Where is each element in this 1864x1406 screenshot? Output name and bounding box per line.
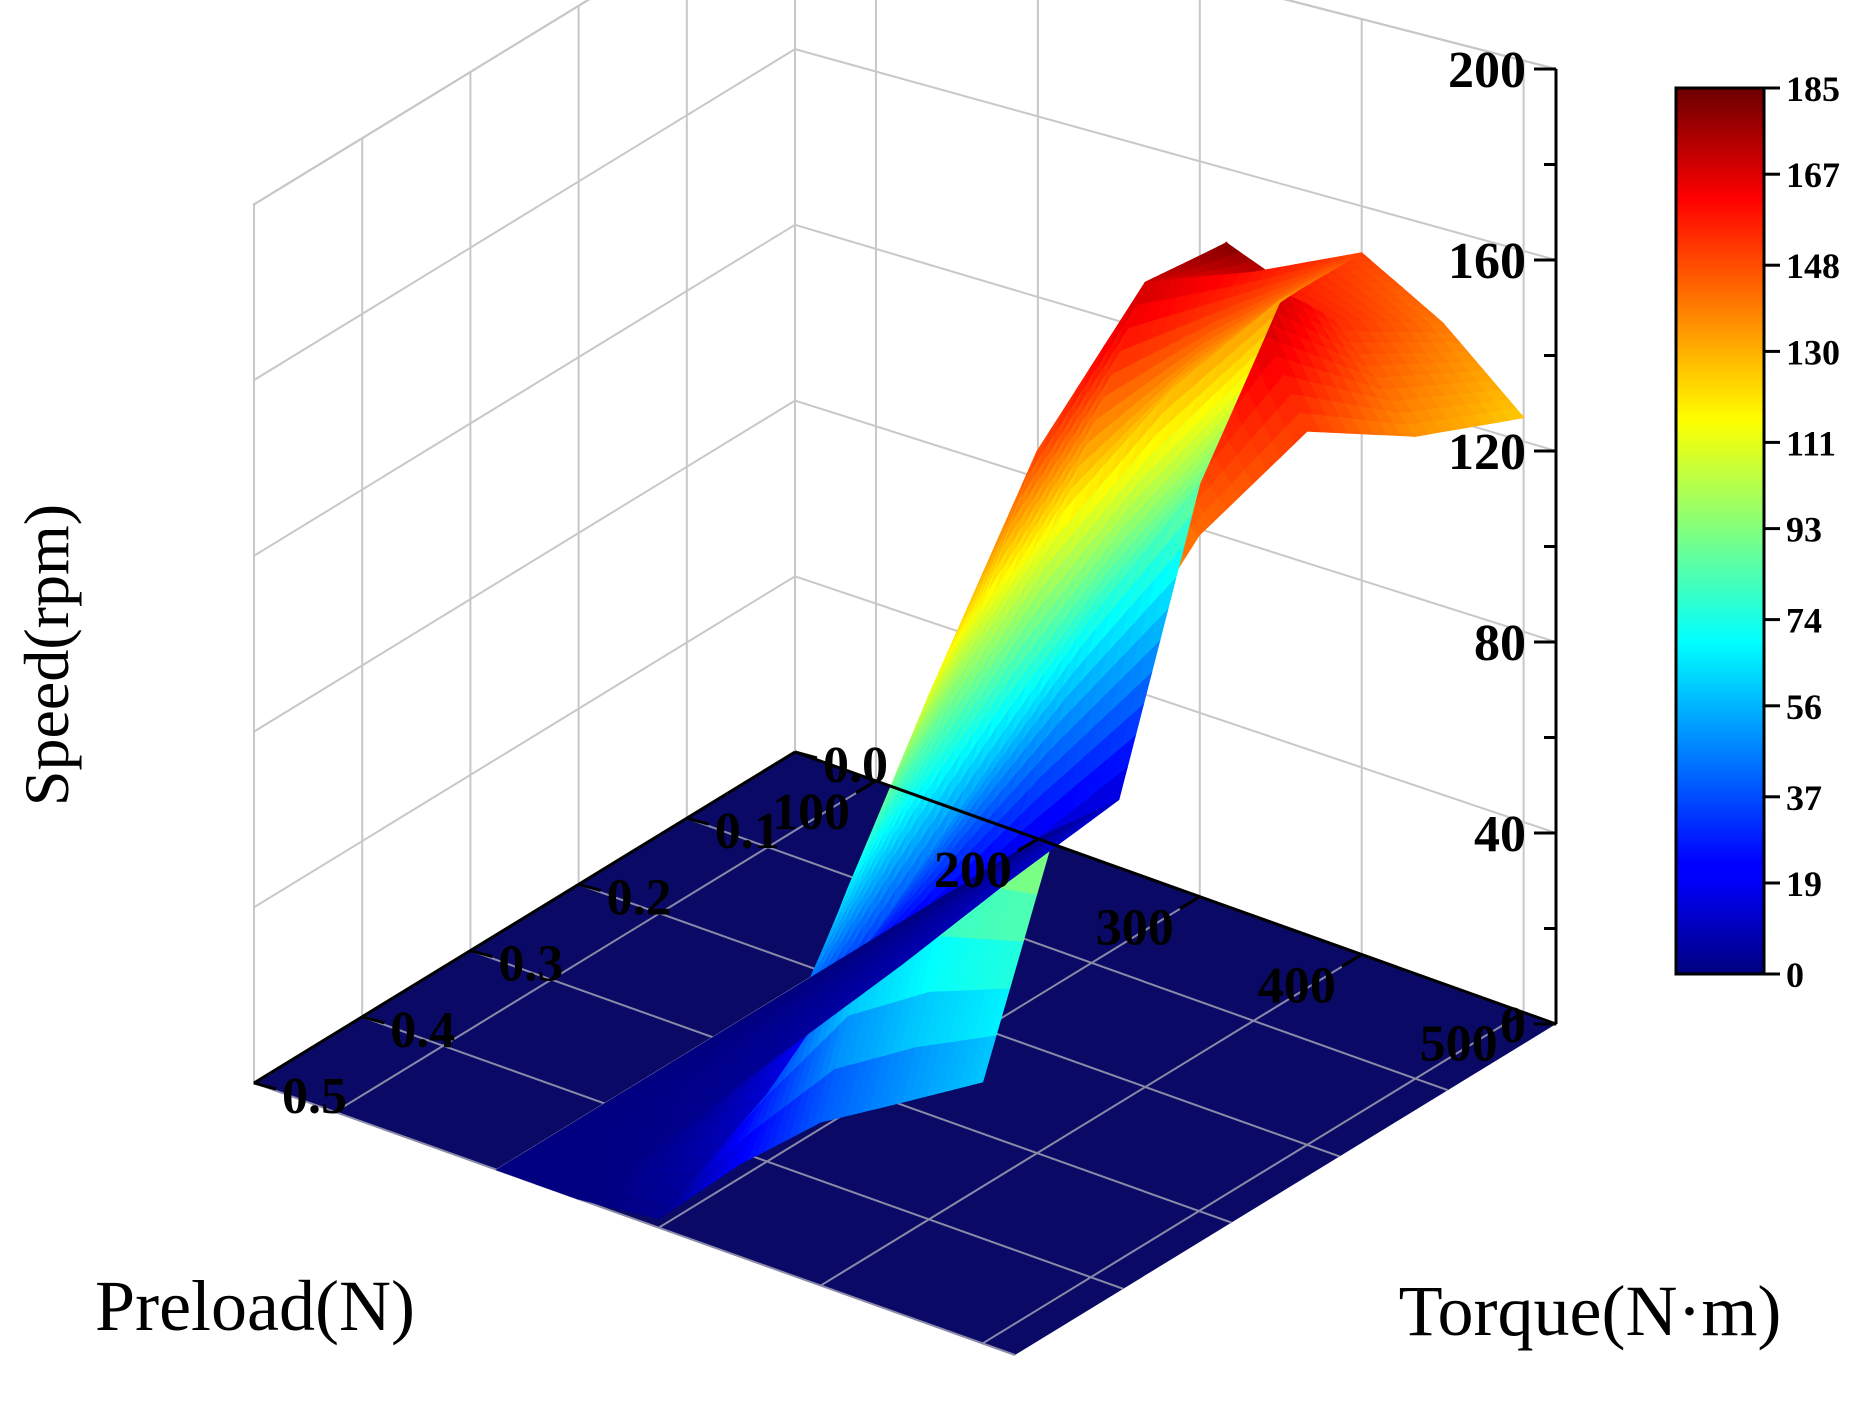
colorbar-gradient [1674,86,1766,976]
preload-tick-label: 300 [1096,900,1174,957]
floor-gridline-preload [334,780,877,1113]
torque-tick-mark [253,1081,277,1091]
colorbar-tick-label: 130 [1786,332,1840,372]
torque-tick-mark [686,816,710,826]
colorbar-tick-label: 37 [1786,778,1822,818]
colorbar-tick-label: 56 [1786,687,1822,727]
preload-axis-line [794,750,1557,1026]
torque-tick-mark [578,882,601,892]
torque-tick-mark [470,949,493,959]
preload-tick-mark [1502,1011,1525,1026]
colorbar-tick-label: 185 [1786,69,1840,109]
torque-tick-label: 0.5 [282,1068,347,1125]
colorbar: 185 167 148 130 111 93 74 56 37 19 0 [1674,69,1840,995]
floor-gridline-preload [820,953,1363,1287]
torque-tick-label: 0.4 [390,1002,455,1059]
preload-tick-label: 400 [1258,958,1336,1015]
floor-gridline-torque [253,1082,1016,1356]
z-tick-label: 200 [1448,42,1526,99]
torque-tick-label: 0.0 [823,737,888,794]
colorbar-tick-label: 19 [1786,864,1822,904]
torque-axis-line [253,750,796,1085]
preload-tick-label: 200 [934,842,1012,899]
floor-gridline-preload [982,1011,1525,1345]
preload-tick-label: 100 [772,784,850,841]
colorbar-tick-label: 0 [1786,955,1804,995]
floor-gridline-torque [686,817,1449,1092]
z-tick-label: 120 [1448,424,1526,481]
colorbar-tick-label: 74 [1786,601,1822,641]
surface-mesh [495,241,1525,1220]
axes: 040801201602001002003004005000.00.10.20.… [253,42,1558,1125]
preload-axis-title: Preload(N) [95,1266,415,1346]
preload-tick-mark [855,779,877,795]
preload-tick-mark [1340,953,1363,968]
colorbar-tick-label: 148 [1786,246,1840,286]
preload-tick-label: 500 [1420,1015,1498,1072]
wall-gridline-z [253,0,1557,206]
torque-axis-title: Torque(N·m) [1399,1271,1782,1351]
torque-tick-label: 0.1 [715,803,780,860]
preload-tick-mark [1179,895,1201,910]
z-tick-label: 40 [1474,806,1526,863]
z-axis-title: Speed(rpm) [11,504,82,806]
torque-tick-label: 0.2 [607,869,672,926]
torque-tick-label: 0.3 [498,936,563,993]
torque-tick-mark [361,1015,385,1025]
torque-tick-mark [794,750,818,760]
colorbar-tick-label: 93 [1786,510,1822,550]
colorbar-tick-label: 167 [1786,155,1840,195]
preload-tick-mark [1017,837,1039,853]
colorbar-tick-label: 111 [1786,423,1836,463]
z-tick-label: 80 [1474,615,1526,672]
z-tick-label: 160 [1448,233,1526,290]
